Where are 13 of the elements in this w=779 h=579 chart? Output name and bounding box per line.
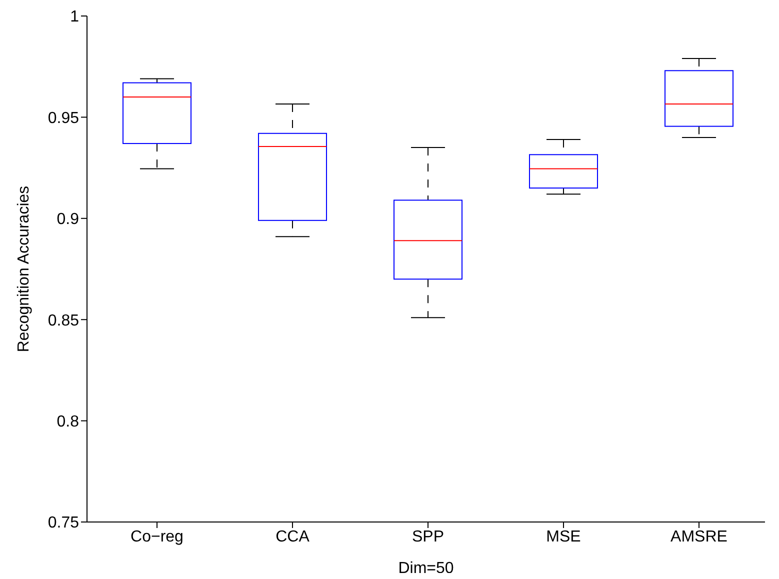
x-tick-label: MSE	[546, 528, 581, 546]
y-tick-label: 0.85	[48, 312, 80, 330]
y-tick-label: 0.8	[56, 413, 80, 430]
y-tick-label: 0.9	[56, 211, 80, 228]
x-axis-title: Dim=50	[398, 560, 454, 577]
x-tick-label: SPP	[412, 528, 444, 546]
y-tick-label: 0.75	[48, 514, 80, 532]
x-tick-label: AMSRE	[670, 528, 728, 546]
x-tick-label: Co−reg	[130, 528, 184, 546]
y-tick-label: 0.95	[48, 110, 80, 127]
y-axis-title: Recognition Accuracies	[16, 186, 32, 352]
y-tick-label: 1	[70, 8, 80, 26]
x-tick-label: CCA	[276, 528, 310, 546]
